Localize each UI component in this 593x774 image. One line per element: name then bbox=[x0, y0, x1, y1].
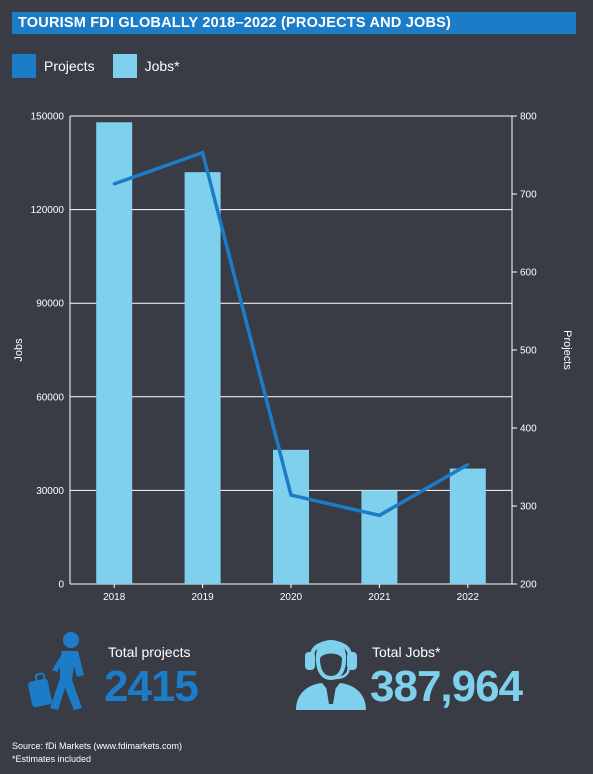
y2-tick-label-0: 200 bbox=[520, 580, 537, 591]
legend-swatch-projects bbox=[12, 54, 36, 78]
y-tick-label-0: 0 bbox=[58, 580, 64, 591]
y2-tick-label-6: 800 bbox=[520, 112, 537, 123]
y2-tick-label-1: 300 bbox=[520, 502, 537, 513]
y-tick-label-2: 60000 bbox=[36, 392, 64, 403]
x-tick-label-2018: 2018 bbox=[103, 592, 126, 603]
footer: Source: fDi Markets (www.fdimarkets.com)… bbox=[12, 740, 182, 766]
projects-point-2019 bbox=[201, 151, 205, 155]
projects-point-2022 bbox=[466, 463, 470, 467]
title-bar: TOURISM FDI GLOBALLY 2018–2022 (PROJECTS… bbox=[12, 12, 576, 34]
total-jobs-value: 387,964 bbox=[370, 662, 523, 711]
y2-tick-label-4: 600 bbox=[520, 268, 537, 279]
legend: Projects Jobs* bbox=[12, 54, 198, 78]
legend-label-projects: Projects bbox=[44, 58, 95, 74]
x-tick-label-2021: 2021 bbox=[368, 592, 391, 603]
legend-item-projects: Projects bbox=[12, 54, 95, 78]
bar-2020 bbox=[273, 449, 309, 584]
y2-axis-title: Projects bbox=[561, 330, 573, 370]
bar-2018 bbox=[96, 122, 133, 585]
y2-tick-label-5: 700 bbox=[520, 190, 537, 201]
y-tick-label-5: 150000 bbox=[31, 112, 65, 123]
x-tick-label-2022: 2022 bbox=[457, 592, 480, 603]
y2-tick-label-2: 400 bbox=[520, 424, 537, 435]
projects-point-2021 bbox=[377, 513, 381, 517]
total-projects-value: 2415 bbox=[104, 662, 199, 711]
bar-2021 bbox=[361, 490, 398, 584]
traveler-luggage-icon bbox=[24, 630, 104, 717]
legend-label-jobs: Jobs* bbox=[144, 58, 180, 74]
estimates-note: *Estimates included bbox=[12, 754, 92, 764]
headset-agent-icon bbox=[292, 630, 370, 717]
y-tick-label-3: 90000 bbox=[36, 299, 64, 310]
projects-point-2020 bbox=[289, 493, 293, 497]
chart-title: TOURISM FDI GLOBALLY 2018–2022 (PROJECTS… bbox=[18, 15, 452, 31]
y-axis-title: Jobs bbox=[13, 338, 25, 362]
y-tick-label-1: 30000 bbox=[36, 486, 64, 497]
y-tick-label-4: 120000 bbox=[31, 205, 65, 216]
combo-chart: 0 30000 60000 90000 120000 150000 200 300 400 500… bbox=[13, 112, 573, 604]
legend-item-jobs: Jobs* bbox=[112, 54, 180, 78]
projects-point-2018 bbox=[112, 182, 116, 186]
total-projects-label: Total projects bbox=[108, 644, 191, 660]
source-note: Source: fDi Markets (www.fdimarkets.com) bbox=[12, 741, 183, 751]
bar-2019 bbox=[184, 172, 221, 584]
y2-tick-label-3: 500 bbox=[520, 346, 537, 357]
x-tick-label-2019: 2019 bbox=[191, 592, 214, 603]
x-tick-label-2020: 2020 bbox=[280, 592, 303, 603]
bar-2022 bbox=[449, 468, 486, 584]
total-jobs-label: Total Jobs* bbox=[372, 644, 441, 660]
legend-swatch-jobs bbox=[112, 54, 137, 78]
